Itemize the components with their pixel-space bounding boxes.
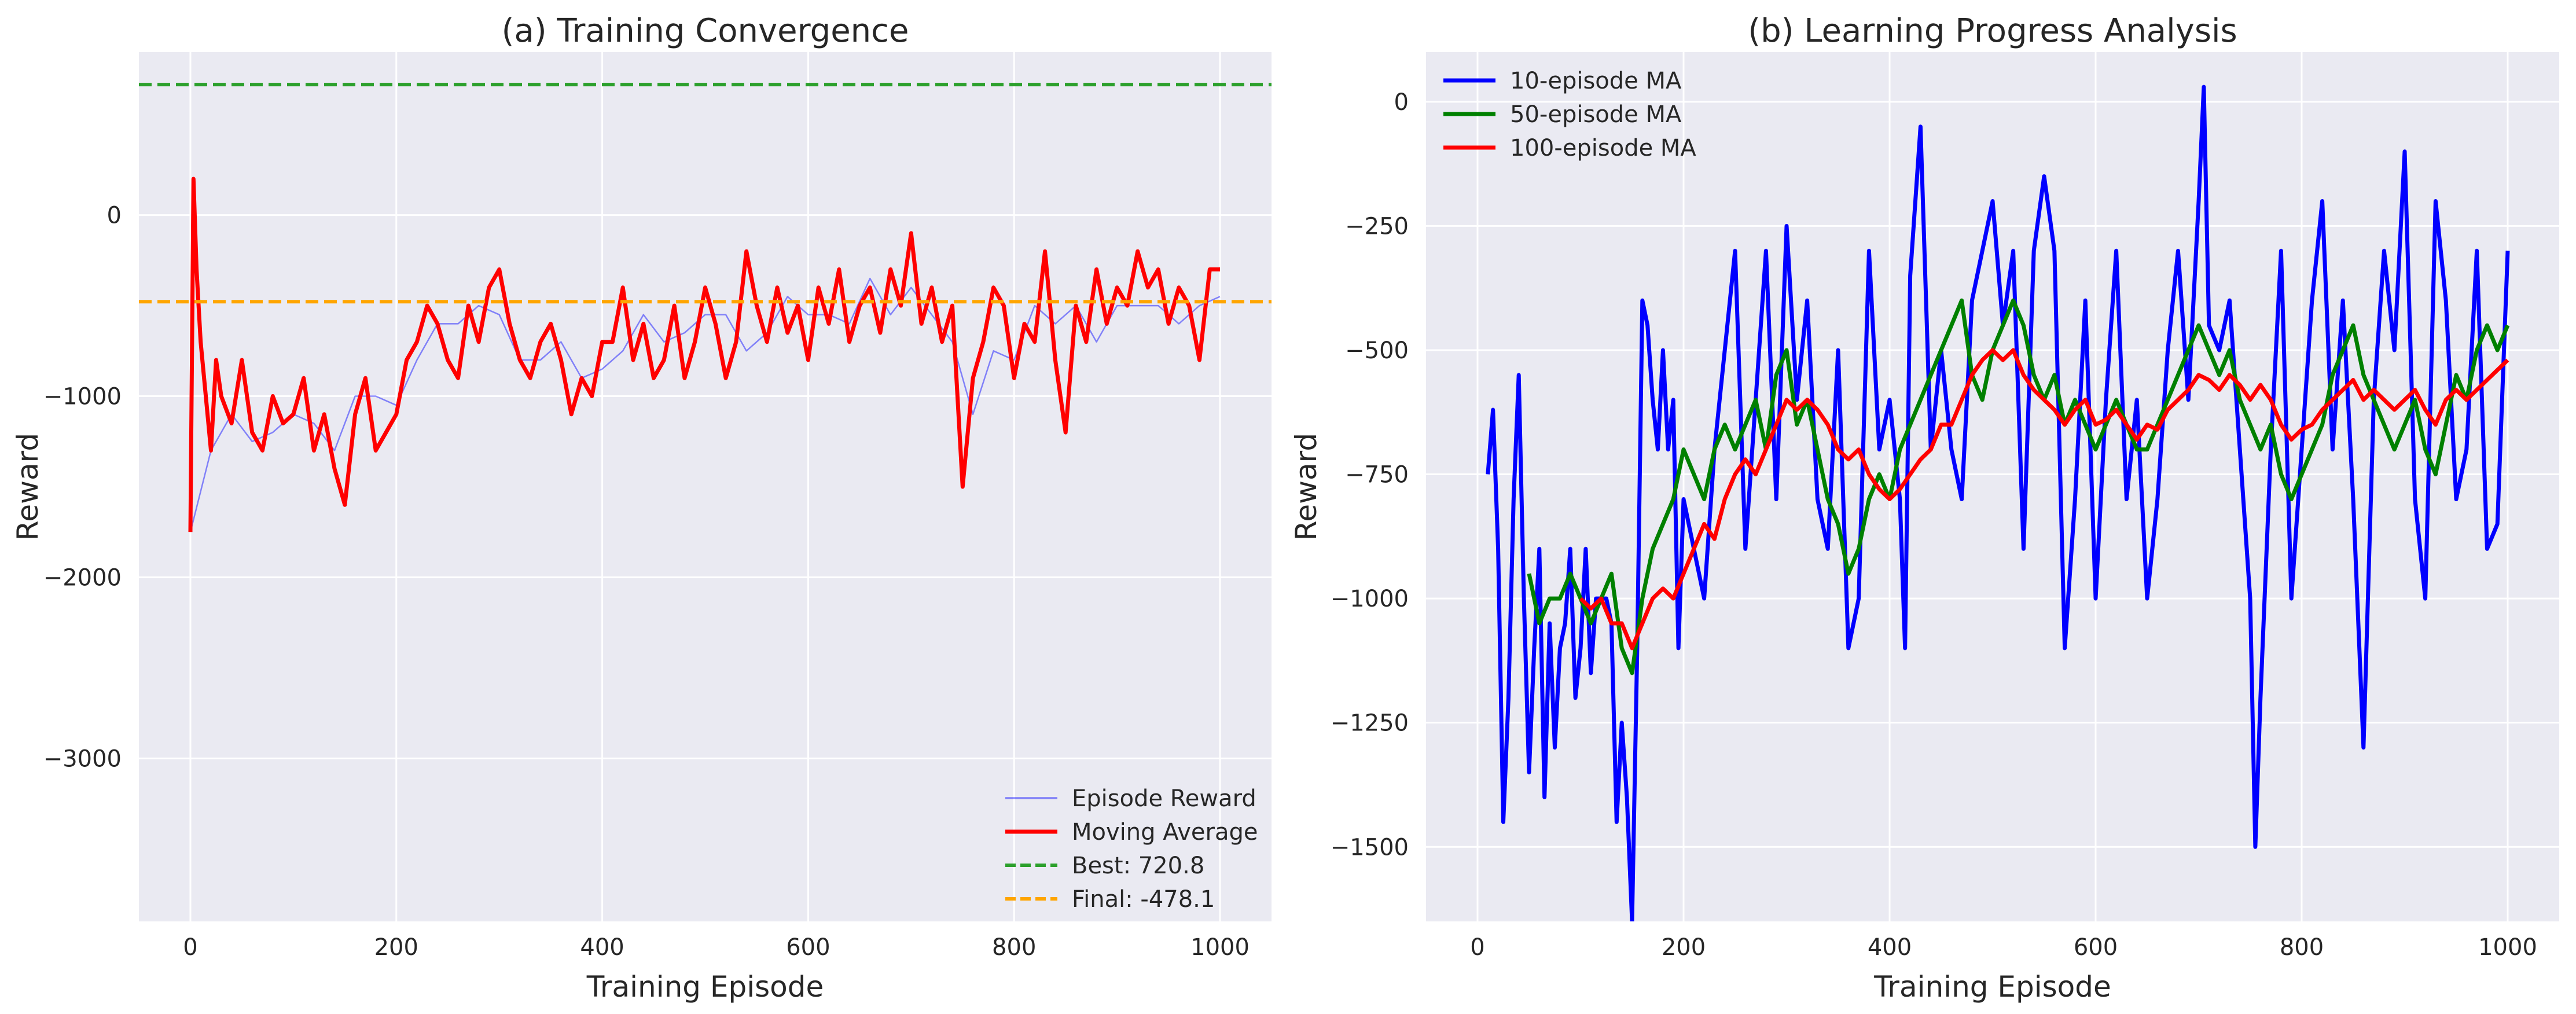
legend-label: 50-episode MA — [1510, 101, 1682, 128]
legend: 10-episode MA 50-episode MA 100-episode MA — [1443, 68, 1696, 161]
legend-item-final-478-1: Final: -478.1 — [1005, 886, 1215, 913]
chart-panel-learning-progress: 0 200 400 600 800 1000 −1500 −1250 −1000 −750 −500… — [1289, 12, 2559, 1004]
x-tick-label: 200 — [374, 934, 418, 961]
series-line-50-episode-ma — [1527, 298, 2510, 675]
y-tick-label: −1000 — [1331, 586, 1409, 612]
x-tick-label: 800 — [2280, 934, 2324, 961]
x-tick-label: 0 — [183, 934, 197, 961]
x-tick-label: 400 — [1868, 934, 1912, 961]
x-tick-label: 600 — [2074, 934, 2118, 961]
series-layer — [139, 83, 1272, 532]
legend-label: 10-episode MA — [1510, 68, 1682, 94]
chart-title: (b) Learning Progress Analysis — [1748, 12, 2237, 50]
x-axis-label: Training Episode — [1873, 970, 2111, 1004]
x-tick-label: 0 — [1470, 934, 1484, 961]
series-line-100-episode-ma — [1579, 348, 2509, 651]
y-tick-label: 0 — [1394, 89, 1409, 116]
y-tick-label: −250 — [1345, 213, 1409, 240]
plot-area — [139, 52, 1272, 921]
legend-item-episode-reward: Episode Reward — [1005, 785, 1256, 812]
y-tick-label: −750 — [1345, 462, 1409, 488]
plot-area — [1426, 52, 2559, 921]
legend-label: Best: 720.8 — [1072, 853, 1204, 879]
legend-item-10-episode-ma: 10-episode MA — [1443, 68, 1682, 94]
y-tick-label: 0 — [107, 203, 122, 229]
legend-item-moving-average: Moving Average — [1005, 819, 1258, 846]
y-tick-label: −3000 — [43, 745, 122, 772]
legend-item-100-episode-ma: 100-episode MA — [1443, 135, 1696, 161]
chart-panel-training-convergence: 0 200 400 600 800 1000 −3000 −2000 −1000 0 (a) Tra… — [11, 12, 1272, 1004]
y-axis-label: Reward — [11, 433, 45, 541]
series-layer — [1486, 84, 2510, 921]
x-tick-label: 800 — [992, 934, 1036, 961]
legend-item-50-episode-ma: 50-episode MA — [1443, 101, 1682, 128]
legend-label: Episode Reward — [1072, 785, 1256, 812]
x-tick-label: 1000 — [1190, 934, 1250, 961]
x-tick-label: 200 — [1662, 934, 1706, 961]
y-axis-label: Reward — [1289, 433, 1323, 541]
legend-label: 100-episode MA — [1510, 135, 1696, 161]
chart-title: (a) Training Convergence — [502, 12, 909, 50]
x-tick-label: 600 — [786, 934, 830, 961]
legend-label: Moving Average — [1072, 819, 1258, 846]
x-tick-label: 1000 — [2478, 934, 2537, 961]
legend-item-best-720-8: Best: 720.8 — [1005, 853, 1204, 879]
legend: Episode Reward Moving Average Best: 720.8 F… — [1005, 785, 1258, 913]
y-tick-label: −1500 — [1331, 834, 1409, 861]
x-axis-label: Training Episode — [586, 970, 824, 1004]
legend-label: Final: -478.1 — [1072, 886, 1215, 913]
y-tick-label: −1000 — [43, 384, 122, 410]
series-line-moving-average — [188, 177, 1220, 532]
series-line-10-episode-ma — [1486, 84, 2510, 921]
x-tick-label: 400 — [580, 934, 624, 961]
y-tick-label: −1250 — [1331, 710, 1409, 737]
y-tick-label: −500 — [1345, 337, 1409, 364]
y-tick-label: −2000 — [43, 564, 122, 591]
